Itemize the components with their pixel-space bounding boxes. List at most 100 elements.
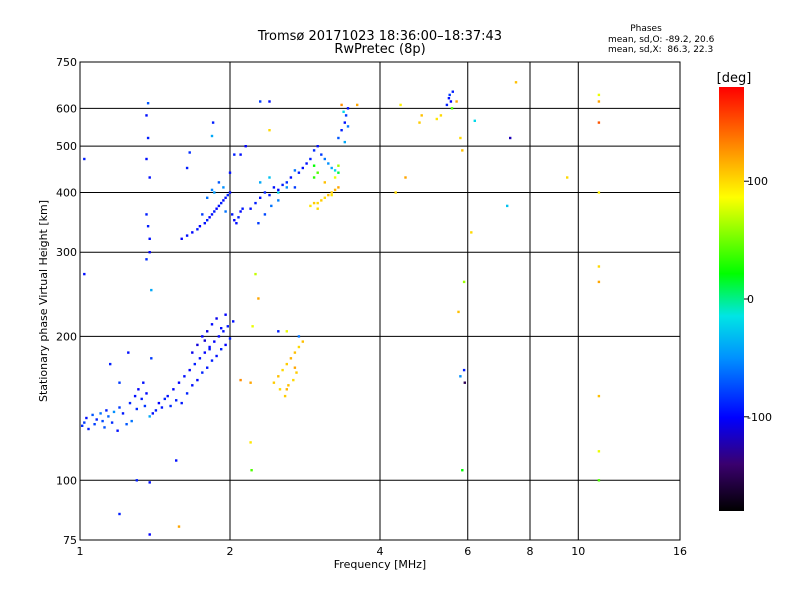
data-point [128,401,132,405]
data-point [145,157,148,161]
data-point [169,404,172,408]
data-point [183,375,186,378]
data-point [91,413,94,417]
data-point [343,121,346,124]
data-point [320,153,323,156]
data-point [135,407,138,411]
data-point [85,416,88,420]
data-point [239,378,242,382]
data-point [566,176,569,179]
data-point [316,145,319,148]
data-point [323,157,326,161]
data-point [283,394,287,398]
data-point [277,199,280,202]
data-point [220,348,223,351]
data-point [226,193,229,197]
data-point [287,384,290,387]
data-point [148,251,151,254]
data-point [244,145,247,148]
data-point [213,340,216,343]
data-points [81,81,601,536]
data-point [394,191,397,194]
data-point [107,415,110,418]
data-point [333,188,337,192]
data-point [148,533,151,536]
data-point [154,409,158,412]
colorbar-ticks: 100 0 -100 [744,175,772,424]
data-point [404,176,407,179]
chart-title: Tromsø 20171023 18:36:00–18:37:43 [257,29,502,44]
data-point [224,343,227,347]
colorbar-tick-label: 0 [747,293,754,306]
data-point [191,231,194,234]
data-point [285,181,288,184]
y-tick-label: 400 [56,186,77,199]
data-point [293,366,297,369]
data-point [259,100,262,103]
y-axis-label: Stationary phase Virtual Height [km] [37,200,50,402]
data-point [399,103,402,107]
data-point [285,388,288,391]
data-point [196,343,199,347]
data-point [177,381,181,384]
data-point [213,210,216,213]
data-point [239,210,242,213]
data-point [228,337,232,340]
data-point [356,103,359,107]
data-point [251,325,254,328]
data-point [312,164,316,167]
data-point [263,213,267,216]
data-point [462,368,466,372]
data-point [109,362,112,366]
data-point [146,225,150,228]
x-tick-label: 8 [527,545,534,558]
x-tick-label: 6 [464,545,471,558]
data-point [459,136,462,140]
data-point [145,114,148,117]
x-tick-labels: 1 2 4 6 8 10 16 [77,545,688,558]
stats-line-o: mean, sd,O: -89.2, 20.6 [608,35,715,45]
data-point [241,207,244,210]
data-point [337,171,340,174]
data-point [226,325,229,328]
data-point [188,151,191,154]
data-point [233,219,236,222]
data-point [177,525,181,528]
colorbar-label: [deg] [717,71,752,86]
data-point [597,280,601,284]
data-point [259,181,262,184]
data-point [148,481,151,484]
data-point [191,351,194,354]
data-point [455,100,458,103]
data-point [83,421,86,424]
data-point [118,381,121,384]
data-point [309,204,312,208]
data-point [83,272,86,276]
data-point [435,117,438,121]
data-point [239,153,242,156]
data-point [217,335,221,338]
data-point [461,469,464,472]
data-point [459,375,462,378]
data-point [447,97,451,100]
data-point [337,164,340,167]
data-point [118,406,121,409]
x-tick-label: 4 [377,545,384,558]
data-point [191,384,194,387]
data-point [208,348,211,351]
data-point [270,204,273,208]
data-point [210,134,214,138]
data-point [127,351,130,354]
data-point [118,512,121,516]
data-point [116,429,119,432]
data-point [312,201,316,205]
data-point [418,121,421,124]
x-tick-label: 16 [673,545,687,558]
y-tick-labels: 75 100 200 300 400 500 600 750 [56,56,77,547]
data-point [193,362,196,366]
data-point [448,93,451,97]
data-point [285,330,288,333]
data-point [163,397,166,401]
data-point [330,166,333,170]
data-point [215,354,218,358]
